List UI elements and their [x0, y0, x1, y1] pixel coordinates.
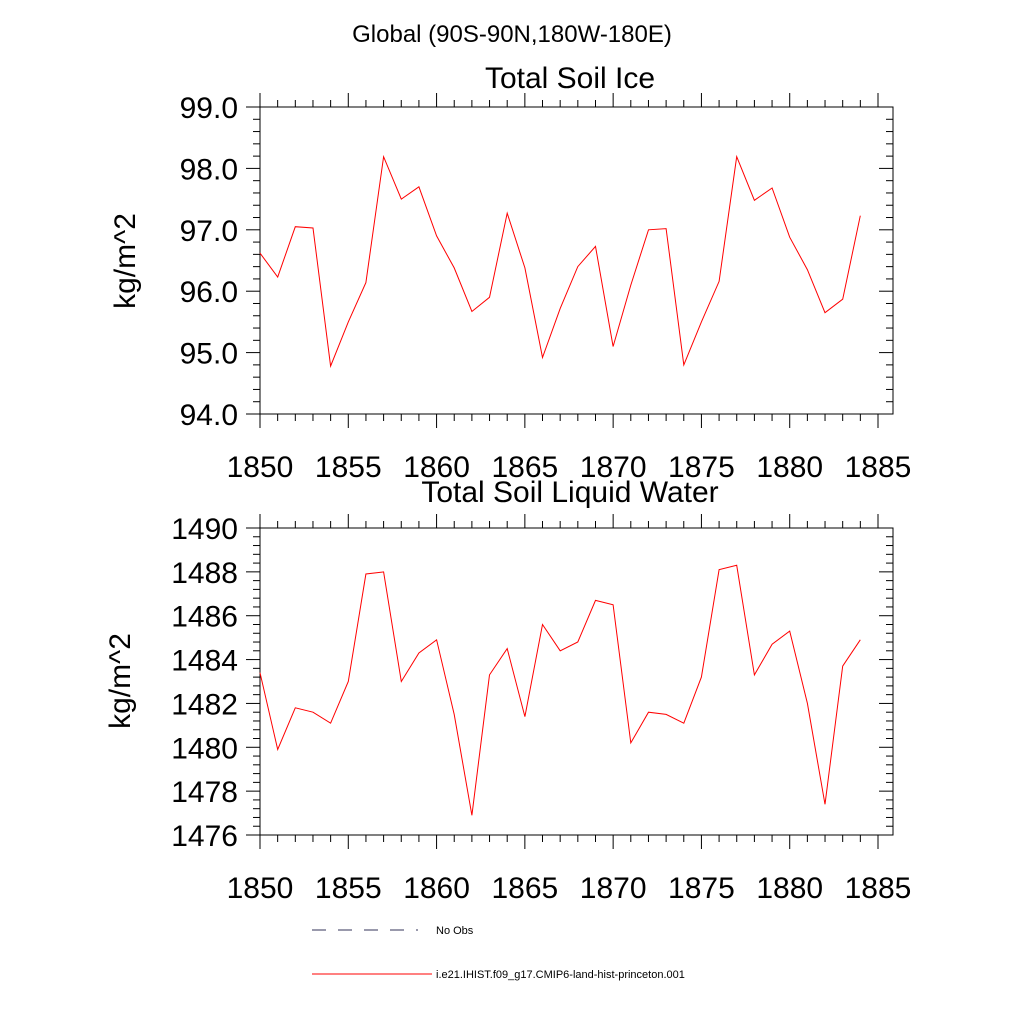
y-axis-label: kg/m^2	[109, 213, 142, 309]
x-tick-label: 1860	[403, 872, 470, 905]
legend-label-case: i.e21.IHIST.f09_g17.CMIP6-land-hist-prin…	[436, 969, 685, 981]
x-tick-label: 1865	[491, 451, 558, 484]
x-tick-label: 1855	[315, 872, 382, 905]
legend-label-no-obs: No Obs	[436, 925, 474, 937]
y-tick-label: 1484	[171, 645, 238, 678]
y-tick-label: 97.0	[180, 215, 238, 248]
y-tick-label: 1490	[171, 513, 238, 546]
series-line	[259, 154, 861, 369]
y-tick-label: 1482	[171, 688, 238, 721]
y-tick-label: 1476	[171, 820, 238, 853]
plot-frame	[259, 527, 894, 836]
panel-total-soil-ice: Total Soil Ice kg/m^2 1850 1855 1860 1865 18…	[109, 62, 911, 484]
x-tick-label: 1880	[756, 872, 823, 905]
y-tick-label: 99.0	[180, 92, 238, 125]
x-tick-label: 1850	[227, 872, 294, 905]
legend: No Obs i.e21.IHIST.f09_g17.CMIP6-land-hi…	[312, 925, 685, 981]
x-tick-label: 1850	[227, 451, 294, 484]
x-tick-label: 1880	[756, 451, 823, 484]
y-tick-label: 1478	[171, 776, 238, 809]
x-tick-label: 1855	[315, 451, 382, 484]
series-line	[259, 564, 861, 816]
y-tick-label: 1480	[171, 732, 238, 765]
y-tick-label: 1486	[171, 601, 238, 634]
panel-total-soil-liquid-water: Total Soil Liquid Water kg/m^2 1850 1855 1…	[104, 476, 911, 905]
region-title: Global (90S-90N,180W-180E)	[352, 21, 672, 48]
y-tick-label: 95.0	[180, 338, 238, 371]
chart-title: Total Soil Liquid Water	[421, 476, 718, 509]
y-tick-label: 94.0	[180, 399, 238, 432]
x-tick-label: 1865	[491, 872, 558, 905]
y-tick-label: 1488	[171, 557, 238, 590]
chart-title: Total Soil Ice	[485, 62, 655, 95]
x-tick-label: 1870	[580, 451, 647, 484]
x-tick-label: 1870	[580, 872, 647, 905]
x-tick-label: 1875	[668, 872, 735, 905]
y-axis-label: kg/m^2	[104, 633, 137, 729]
y-tick-label: 98.0	[180, 153, 238, 186]
x-tick-label: 1860	[403, 451, 470, 484]
y-tick-label: 96.0	[180, 276, 238, 309]
plot-frame	[259, 106, 894, 415]
x-tick-label: 1885	[845, 451, 912, 484]
x-tick-label: 1885	[845, 872, 912, 905]
x-tick-label: 1875	[668, 451, 735, 484]
